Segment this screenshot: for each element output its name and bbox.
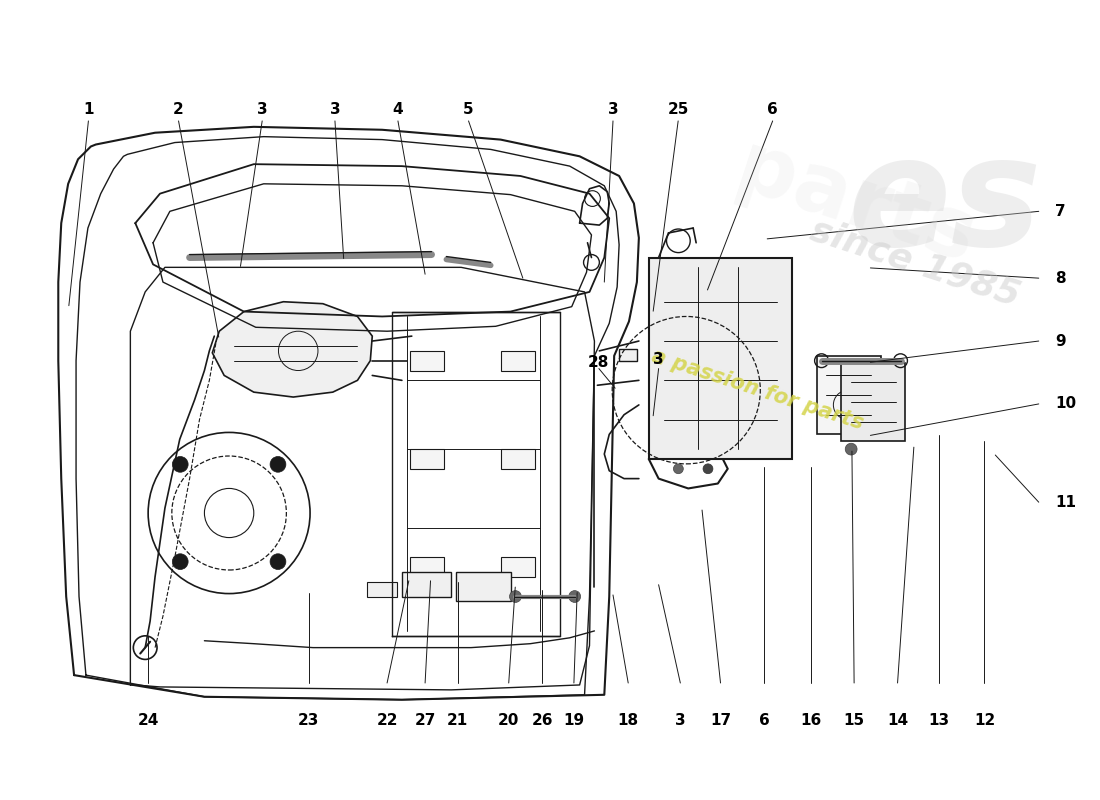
Text: 6: 6 <box>759 714 769 728</box>
Text: 4: 4 <box>393 102 404 117</box>
Circle shape <box>173 457 188 472</box>
Text: 3: 3 <box>675 714 685 728</box>
Text: 5: 5 <box>463 102 474 117</box>
Text: 17: 17 <box>710 714 732 728</box>
Text: 22: 22 <box>376 714 398 728</box>
Bar <box>649 258 792 459</box>
Text: 16: 16 <box>800 714 822 728</box>
Text: 24: 24 <box>138 714 158 728</box>
Text: 25: 25 <box>668 102 689 117</box>
Text: 1: 1 <box>84 102 94 117</box>
Text: parts: parts <box>726 127 986 280</box>
Bar <box>500 558 536 577</box>
Text: a passion for parts: a passion for parts <box>649 346 866 434</box>
Bar <box>410 449 444 469</box>
Bar <box>410 351 444 370</box>
Text: 8: 8 <box>1055 270 1066 286</box>
Text: 3: 3 <box>653 352 664 366</box>
Text: 3: 3 <box>257 102 267 117</box>
Text: 3: 3 <box>607 102 618 117</box>
Text: 20: 20 <box>498 714 519 728</box>
Text: 9: 9 <box>1055 334 1066 349</box>
Text: 26: 26 <box>531 714 553 728</box>
Text: since 1985: since 1985 <box>806 213 1024 312</box>
Text: 21: 21 <box>447 714 469 728</box>
Bar <box>500 449 536 469</box>
Circle shape <box>271 554 286 570</box>
Text: 18: 18 <box>617 714 639 728</box>
Text: 11: 11 <box>1055 494 1076 510</box>
Bar <box>500 351 536 370</box>
Circle shape <box>845 443 857 455</box>
Text: 6: 6 <box>768 102 778 117</box>
Text: 19: 19 <box>563 714 584 728</box>
Circle shape <box>173 554 188 570</box>
Text: 27: 27 <box>415 714 436 728</box>
Circle shape <box>673 464 683 474</box>
Circle shape <box>569 590 581 602</box>
Bar <box>367 582 397 597</box>
Text: 15: 15 <box>844 714 865 728</box>
Circle shape <box>703 464 713 474</box>
Text: 10: 10 <box>1055 397 1076 411</box>
Bar <box>402 572 451 597</box>
Bar <box>619 349 637 361</box>
Text: 12: 12 <box>974 714 996 728</box>
Text: 7: 7 <box>1055 204 1066 219</box>
Text: 13: 13 <box>928 714 949 728</box>
Polygon shape <box>212 302 372 397</box>
Circle shape <box>509 590 521 602</box>
Bar <box>410 558 444 577</box>
Text: 14: 14 <box>887 714 909 728</box>
Text: 23: 23 <box>298 714 320 728</box>
Text: 28: 28 <box>588 354 609 370</box>
Bar <box>842 362 905 442</box>
Text: 3: 3 <box>330 102 340 117</box>
Circle shape <box>271 457 286 472</box>
Bar <box>456 572 510 602</box>
Bar <box>816 356 881 434</box>
Text: 2: 2 <box>173 102 184 117</box>
Text: es: es <box>848 129 1042 278</box>
